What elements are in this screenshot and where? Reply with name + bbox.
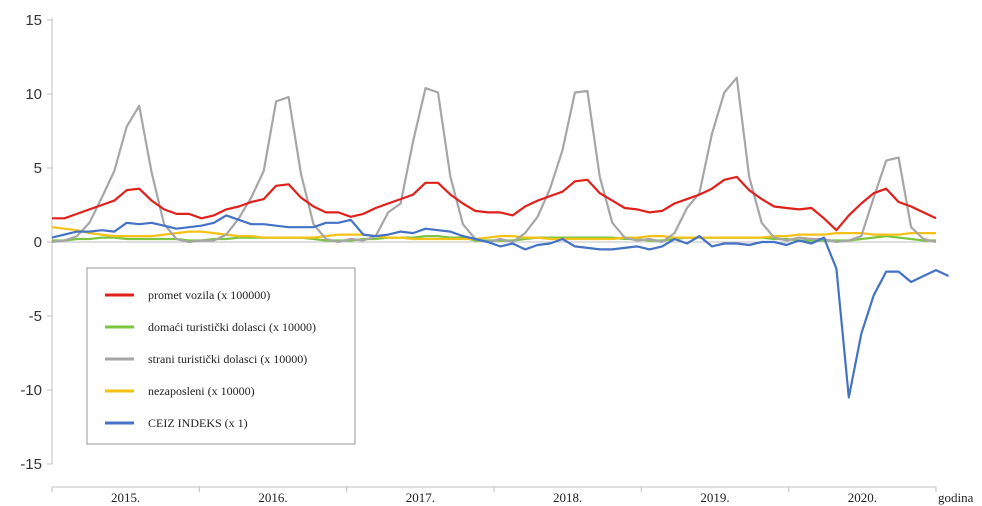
y-tick-label: 5 [34, 160, 42, 177]
y-tick-labels: 15 10 5 0 -5 -10 -15 [20, 12, 52, 473]
x-axis-label: godina [938, 490, 974, 505]
x-tick-label: 2017. [406, 490, 435, 505]
series-line-2 [51, 76, 937, 244]
y-tick-label: -5 [29, 308, 42, 325]
x-tick-labels: 2015. 2016. 2017. 2018. 2019. 2020. [51, 487, 937, 505]
legend-box [86, 267, 356, 445]
x-tick-label: 2019. [700, 490, 729, 505]
x-tick-label: 2020. [848, 490, 877, 505]
x-tick-label: 2016. [258, 490, 287, 505]
legend: promet vozila (x 100000) domaći turističk… [86, 267, 356, 445]
x-tick-label: 2018. [553, 490, 582, 505]
legend-label: strani turistički dolasci (x 10000) [148, 352, 307, 366]
y-tick-label: 0 [34, 234, 42, 251]
legend-label: CEIZ INDEKS (x 1) [148, 416, 248, 430]
y-tick-label: 10 [25, 86, 42, 103]
series-line-4 [51, 214, 949, 399]
y-tick-label: -15 [20, 456, 42, 473]
series-line-3 [51, 226, 936, 241]
legend-label: nezaposleni (x 10000) [148, 384, 255, 398]
y-tick-label: -10 [20, 382, 42, 399]
legend-label: domaći turistički dolasci (x 10000) [148, 320, 316, 334]
x-tick-label: 2015. [111, 490, 140, 505]
series-lines [51, 76, 949, 399]
series-line-0 [52, 175, 937, 232]
legend-label: promet vozila (x 100000) [148, 288, 270, 302]
y-tick-label: 15 [25, 12, 42, 29]
